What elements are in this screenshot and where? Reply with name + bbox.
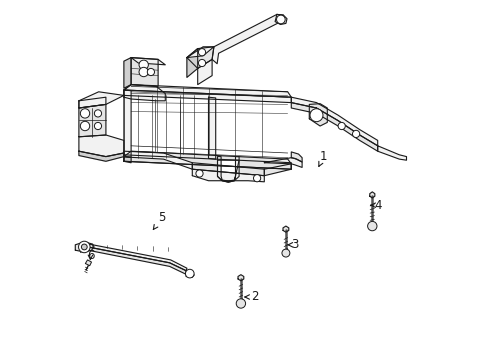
Polygon shape <box>275 14 286 24</box>
Polygon shape <box>131 58 165 65</box>
Circle shape <box>198 49 205 56</box>
Circle shape <box>94 110 102 117</box>
Polygon shape <box>192 169 264 182</box>
Circle shape <box>79 241 90 253</box>
Text: 2: 2 <box>244 291 259 303</box>
Polygon shape <box>123 155 291 169</box>
Text: 4: 4 <box>370 199 381 212</box>
Polygon shape <box>79 97 106 108</box>
Polygon shape <box>197 59 212 85</box>
Circle shape <box>139 67 148 77</box>
Circle shape <box>80 109 89 118</box>
Text: 3: 3 <box>287 238 298 251</box>
Polygon shape <box>217 157 239 182</box>
Circle shape <box>253 175 260 182</box>
Polygon shape <box>79 92 123 108</box>
Polygon shape <box>238 275 244 281</box>
Polygon shape <box>186 271 194 277</box>
Polygon shape <box>212 14 283 64</box>
Polygon shape <box>123 151 192 169</box>
Polygon shape <box>81 247 186 274</box>
Circle shape <box>309 109 322 122</box>
Polygon shape <box>123 90 131 157</box>
Polygon shape <box>309 104 326 126</box>
Circle shape <box>367 221 376 231</box>
Polygon shape <box>291 97 377 146</box>
Text: 6: 6 <box>86 249 94 262</box>
Circle shape <box>282 249 289 257</box>
Polygon shape <box>217 160 239 182</box>
Polygon shape <box>291 103 377 151</box>
Circle shape <box>196 170 203 177</box>
Polygon shape <box>85 260 91 266</box>
Polygon shape <box>186 47 213 58</box>
Polygon shape <box>377 146 406 160</box>
Polygon shape <box>131 58 158 86</box>
Circle shape <box>337 122 345 130</box>
Polygon shape <box>283 226 288 232</box>
Polygon shape <box>79 104 106 137</box>
Circle shape <box>198 59 205 67</box>
Polygon shape <box>123 85 291 97</box>
Polygon shape <box>123 85 165 101</box>
Polygon shape <box>123 151 291 169</box>
Polygon shape <box>79 151 123 161</box>
Polygon shape <box>192 163 264 176</box>
Text: 1: 1 <box>318 150 327 166</box>
Polygon shape <box>81 244 186 271</box>
Polygon shape <box>123 157 131 163</box>
Polygon shape <box>208 97 215 159</box>
Circle shape <box>276 15 285 24</box>
Polygon shape <box>123 90 291 103</box>
Circle shape <box>139 60 148 69</box>
Circle shape <box>185 269 194 278</box>
Polygon shape <box>186 49 197 77</box>
Circle shape <box>352 130 359 138</box>
Circle shape <box>236 299 245 308</box>
Polygon shape <box>291 152 302 162</box>
Polygon shape <box>369 192 374 198</box>
Polygon shape <box>79 135 123 157</box>
Polygon shape <box>264 164 291 176</box>
Polygon shape <box>186 47 213 68</box>
Text: 5: 5 <box>153 211 165 230</box>
Polygon shape <box>75 242 94 252</box>
Polygon shape <box>264 158 302 167</box>
Circle shape <box>80 121 89 131</box>
Circle shape <box>147 68 154 76</box>
Polygon shape <box>123 58 131 88</box>
Circle shape <box>94 122 102 130</box>
Circle shape <box>81 244 87 250</box>
